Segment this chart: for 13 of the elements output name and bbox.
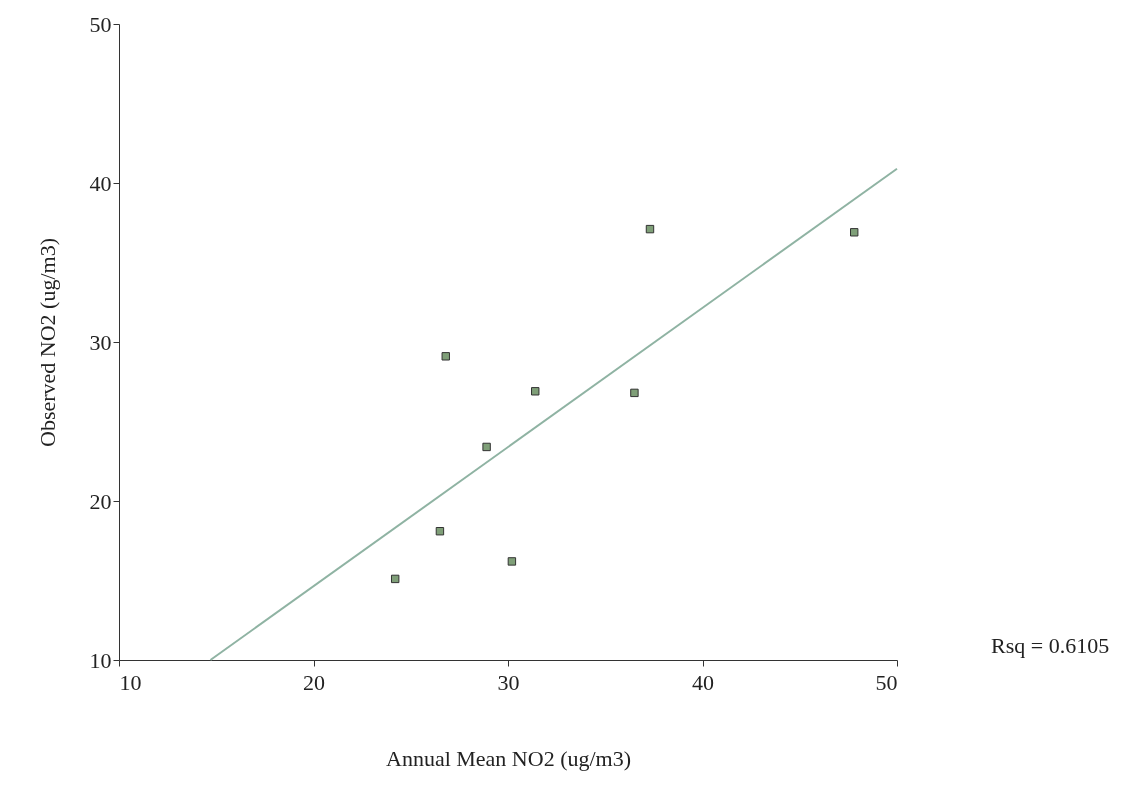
y-axis-title: Observed NO2 (ug/m3) bbox=[34, 238, 60, 447]
text: Rsq = 0.6105 bbox=[991, 633, 1110, 658]
y-tick-label: 20 bbox=[89, 488, 112, 514]
x-tick-label: 20 bbox=[303, 669, 325, 695]
y-tick-label: 10 bbox=[89, 647, 112, 673]
x-tick-label: 10 bbox=[119, 669, 142, 695]
y-tick-label: 40 bbox=[89, 170, 112, 196]
x-axis-title: Annual Mean NO2 (ug/m3) bbox=[385, 745, 632, 771]
x-tick-label: 40 bbox=[692, 669, 714, 695]
x-tick-label: 30 bbox=[497, 669, 520, 695]
y-tick-label: 50 bbox=[89, 11, 112, 37]
x-tick-label: 50 bbox=[875, 669, 898, 695]
y-tick-label: 30 bbox=[89, 329, 112, 355]
